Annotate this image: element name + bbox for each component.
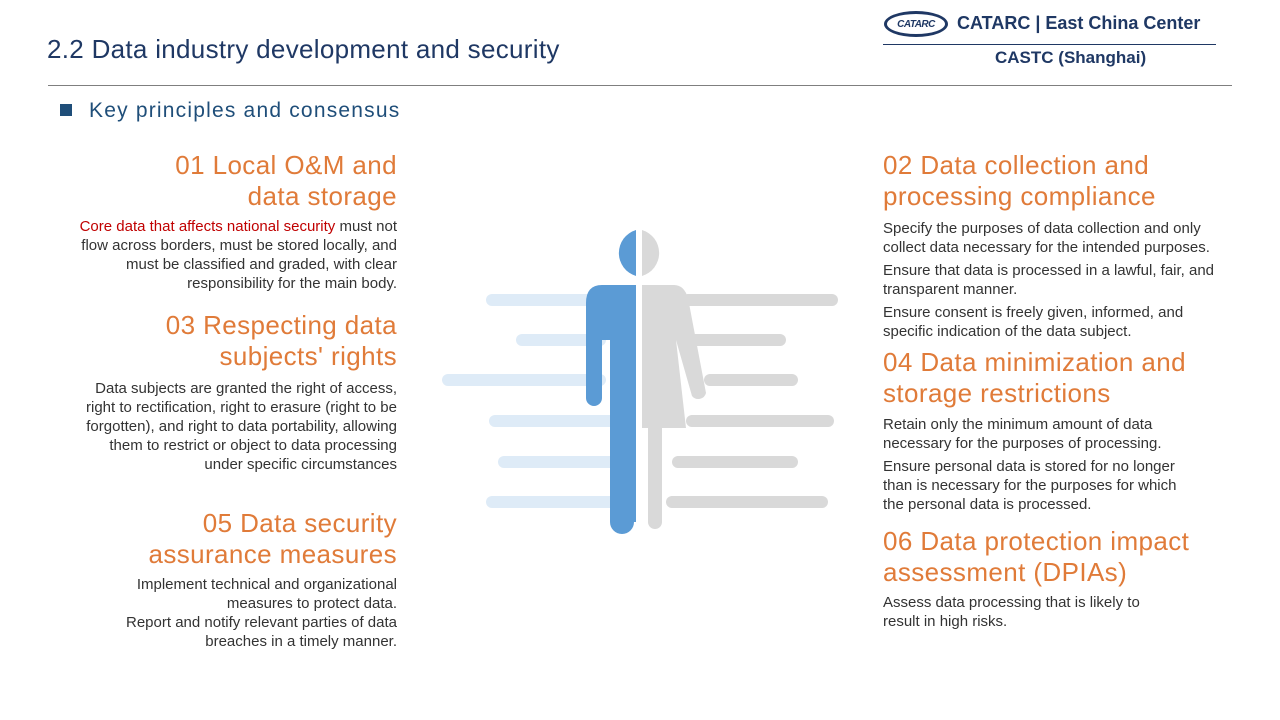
right-bars [666,294,838,508]
principle-04-para1-l1: Retain only the minimum amount of data [883,416,1153,433]
logo-name: CATARC | East China Center [957,13,1201,33]
page-title: 2.2 Data industry development and securi… [47,34,560,64]
male-head [618,230,636,276]
square-bullet-icon [60,104,72,116]
logo-subtitle: CASTC (Shanghai) [995,48,1147,67]
principle-05-para2-l1: Report and notify relevant parties of da… [126,614,397,631]
principle-04: 04 Data minimization and storage restric… [883,347,1263,514]
principle-01-text-l3: must be classified and graded, with clea… [126,256,397,273]
principle-01-text: Core data that affects national security… [37,217,397,293]
header-divider [48,85,1232,86]
female-head [642,230,660,276]
principle-02-para2: Ensure that data is processed in a lawfu… [883,261,1263,299]
principle-03-title: 03 Respecting data subjects' rights [37,310,397,372]
principle-03-title-line1: 03 Respecting data [165,310,397,340]
principle-05-title-line2: assurance measures [148,539,397,569]
principle-06: 06 Data protection impact assessment (DP… [883,526,1263,631]
principle-05-para1: Implement technical and organizational m… [37,575,397,613]
principle-03-text-l3: forgotten), and right to data portabilit… [86,418,397,435]
principle-02-title: 02 Data collection and processing compli… [883,150,1263,212]
principle-03: 03 Respecting data subjects' rights Data… [37,310,397,474]
principle-05-para2-l2: breaches in a timely manner. [205,633,397,650]
principle-02-para1-l2: collect data necessary for the intended … [883,239,1210,256]
principle-01-text-l4: responsibility for the main body. [187,275,397,292]
principle-04-title-line1: 04 Data minimization and [883,347,1186,377]
male-body [586,285,636,534]
principle-01: 01 Local O&M and data storage Core data … [37,150,397,293]
principle-04-para2-l1: Ensure personal data is stored for no lo… [883,458,1175,475]
principle-03-text-l5: under specific circumstances [204,456,397,473]
principle-02-para2-l2: transparent manner. [883,281,1018,298]
principle-02: 02 Data collection and processing compli… [883,150,1263,341]
principle-05-para2: Report and notify relevant parties of da… [37,613,397,651]
principle-04-para2-l3: the personal data is processed. [883,496,1092,513]
principle-02-para3-l2: specific indication of the data subject. [883,323,1132,340]
principle-03-title-line2: subjects' rights [219,341,397,371]
catarc-logo: CATARC CATARC | East China Center CASTC … [883,10,1217,72]
principle-04-para2-l2: than is necessary for the purposes for w… [883,477,1177,494]
principle-03-text: Data subjects are granted the right of a… [37,379,397,474]
male-half-icon [586,230,636,534]
principle-01-title-line2: data storage [247,181,397,211]
principle-02-title-line1: 02 Data collection and [883,150,1150,180]
principle-04-title: 04 Data minimization and storage restric… [883,347,1263,409]
principle-05: 05 Data security assurance measures Impl… [37,508,397,651]
principle-01-text-l1: must not [335,218,397,235]
left-bars [442,294,616,508]
principle-04-title-line2: storage restrictions [883,378,1111,408]
principle-02-para2-l1: Ensure that data is processed in a lawfu… [883,262,1215,279]
principle-02-para3-l1: Ensure consent is freely given, informed… [883,304,1184,321]
principle-05-title: 05 Data security assurance measures [37,508,397,570]
catarc-oval-logo-icon: CATARC [884,11,948,37]
female-half-icon [642,230,706,529]
principle-06-title-line1: 06 Data protection impact [883,526,1190,556]
logo-divider [883,44,1216,45]
principle-04-para2: Ensure personal data is stored for no lo… [883,457,1263,514]
principle-04-para1-l2: necessary for the purposes of processing… [883,435,1162,452]
principle-06-text-l2: result in high risks. [883,613,1008,630]
principle-01-title-line1: 01 Local O&M and [175,150,397,180]
principle-06-title: 06 Data protection impact assessment (DP… [883,526,1263,588]
section-subtitle: Key principles and consensus [89,99,401,122]
principle-06-text: Assess data processing that is likely to… [883,593,1263,631]
principle-02-para1: Specify the purposes of data collection … [883,219,1263,257]
principle-01-text-l2: flow across borders, must be stored loca… [81,237,397,254]
principle-02-title-line2: processing compliance [883,181,1156,211]
principle-01-title: 01 Local O&M and data storage [37,150,397,212]
principle-04-para1: Retain only the minimum amount of data n… [883,415,1263,453]
male-female-figure-icon [442,230,838,534]
principle-02-para3: Ensure consent is freely given, informed… [883,303,1263,341]
principle-03-text-l2: right to rectification, right to erasure… [86,399,397,416]
principle-03-text-l4: them to restrict or object to data proce… [109,437,397,454]
principle-05-title-line1: 05 Data security [202,508,397,538]
principle-06-text-l1: Assess data processing that is likely to [883,594,1140,611]
principle-03-text-l1: Data subjects are granted the right of a… [95,380,397,397]
principle-01-highlight: Core data that affects national security [79,218,336,235]
principle-02-para1-l1: Specify the purposes of data collection … [883,220,1201,237]
principle-05-para1-l1: Implement technical and organizational [136,576,397,593]
female-body [642,285,706,529]
principle-06-title-line2: assessment (DPIAs) [883,557,1128,587]
principle-05-para1-l2: measures to protect data. [226,595,397,612]
